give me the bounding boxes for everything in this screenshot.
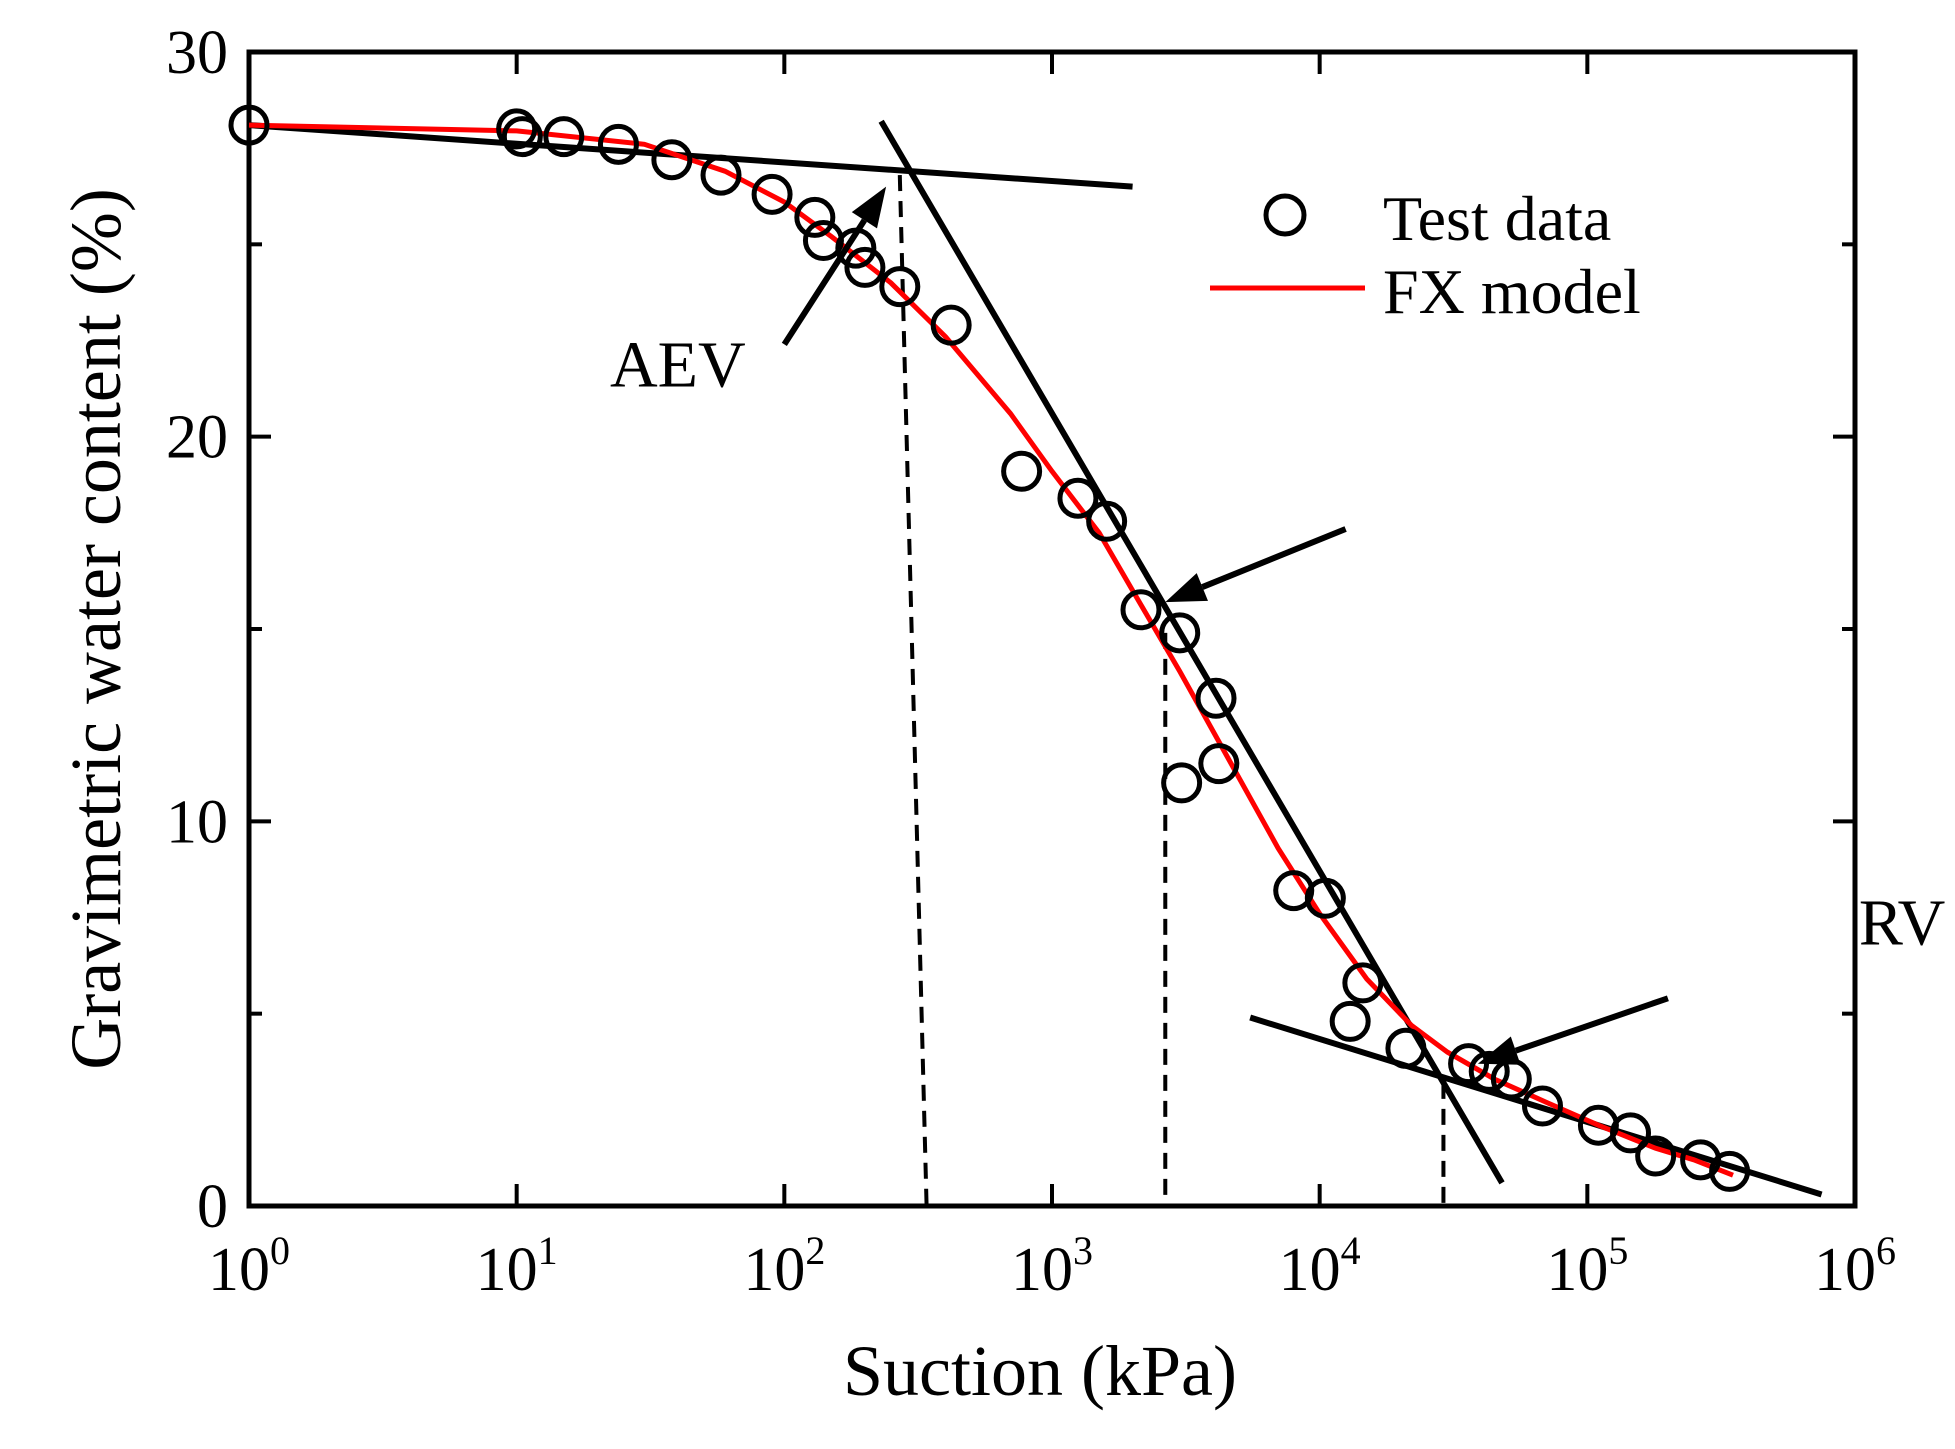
test-data-point-32 [1610,1112,1652,1154]
y-tick-label-3: 30 [166,19,228,87]
test-data-point-12 [879,266,921,308]
test-data-point-7 [751,173,793,215]
x-tick-label-6: 106 [1814,1228,1896,1304]
x-tick-base-2: 10 [743,1236,805,1304]
x-tick-exponent-2: 2 [805,1228,825,1273]
legend-marker-symbol [1263,193,1307,237]
test-data-point-6 [700,154,742,196]
test-data-point-2 [501,116,543,158]
aev-drop-line [897,175,929,1207]
y-axis-title: Gravimetric water content (%) [56,188,136,1070]
x-tick-exponent-6: 6 [1876,1228,1896,1273]
test-data-point-23 [1304,877,1346,919]
test-data-point-18 [1159,612,1201,654]
x-tick-exponent-4: 4 [1341,1228,1361,1273]
aev-annotation-arrow-head [851,186,887,229]
legend-label-test-data: Test data [1383,183,1611,254]
test-data-point-1 [496,108,538,150]
x-tick-base-3: 10 [1011,1236,1073,1304]
test-data-point-8 [794,196,836,238]
aev-annotation-arrow-shaft [781,218,867,346]
x-tick-exponent-0: 0 [270,1228,290,1273]
test-data-point-24 [1329,1000,1371,1042]
y-tick-label-0: 0 [197,1173,228,1241]
tp-annotation-arrow-shaft [1201,526,1347,590]
rv-annotation-arrow-shaft [1514,995,1669,1054]
annotations: AEVTPRV [610,186,1945,1065]
x-axis-title: Suction (kPa) [843,1331,1237,1411]
test-data-point-25 [1342,962,1384,1004]
test-data-point-35 [1709,1150,1751,1192]
test-data-point-11 [844,246,886,288]
test-data-point-33 [1635,1135,1677,1177]
test-data-point-17 [1120,589,1162,631]
y-tick-label-1: 10 [166,788,228,856]
legend: Test data FX model [1210,183,1641,327]
test-data-point-13 [930,304,972,346]
x-tick-base-1: 10 [476,1236,538,1304]
x-tick-base-4: 10 [1279,1236,1341,1304]
rv-annotation-arrow-head [1477,1036,1521,1065]
test-data-markers [228,104,1751,1192]
x-tick-label-3: 103 [1011,1228,1093,1304]
test-data-point-30 [1522,1085,1564,1127]
test-data-point-14 [1001,450,1043,492]
x-tick-label-0: 100 [208,1228,290,1304]
test-data-point-26 [1385,1027,1427,1069]
residual-slope-line [1249,1014,1823,1198]
x-tick-exponent-3: 3 [1073,1228,1093,1273]
test-data-point-28 [1468,1050,1510,1092]
aev-annotation-label: AEV [610,329,746,402]
x-tick-exponent-1: 1 [538,1228,558,1273]
x-tick-label-4: 104 [1279,1228,1361,1304]
y-tick-label-2: 20 [166,404,228,472]
test-data-point-16 [1086,500,1128,542]
test-data-point-4 [597,123,639,165]
tp-annotation-arrow-head [1165,573,1208,603]
test-data-point-3 [543,116,585,158]
x-tick-label-5: 105 [1546,1228,1628,1304]
legend-label-fx-model: FX model [1383,256,1641,327]
test-data-point-15 [1057,477,1099,519]
test-data-point-0 [228,104,270,146]
x-tick-base-5: 10 [1546,1236,1608,1304]
x-tick-base-6: 10 [1814,1236,1876,1304]
main-slope-line [878,119,1505,1185]
test-data-point-19 [1161,762,1203,804]
fx-model-line [248,122,1734,1178]
x-tick-label-1: 101 [476,1228,558,1304]
axis-ticks [247,50,1857,1208]
plot-frame [246,49,1858,1209]
test-data-point-20 [1195,677,1237,719]
rv-annotation-label: RV [1859,886,1945,959]
test-data-point-21 [1198,743,1240,785]
x-tick-base-0: 10 [208,1236,270,1304]
drop-lines [897,175,1446,1207]
x-tick-label-2: 102 [743,1228,825,1304]
x-tick-exponent-5: 5 [1608,1228,1628,1273]
test-data-point-5 [651,139,693,181]
